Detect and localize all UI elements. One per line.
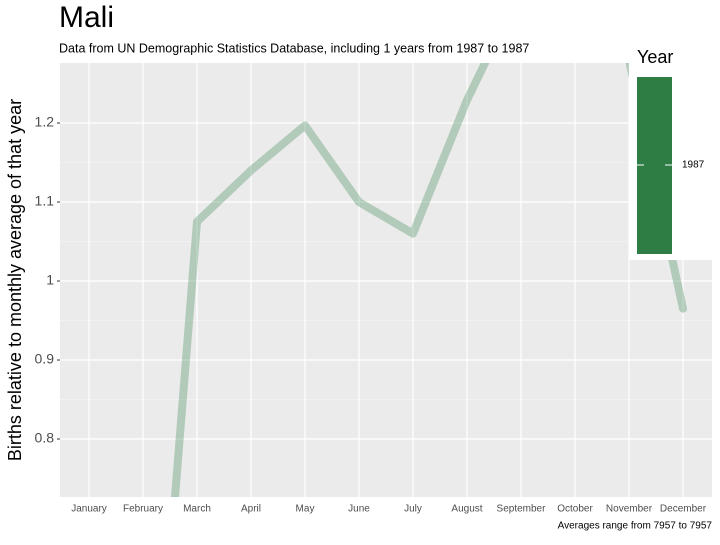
y-tick-label: 1.1 (35, 193, 55, 209)
x-tick-label: August (451, 504, 482, 515)
x-tick-label: June (348, 504, 370, 515)
x-tick-label: December (660, 504, 707, 515)
series-line (170, 63, 687, 497)
y-tick-label: 0.9 (35, 351, 55, 367)
legend-title: Year (637, 47, 673, 67)
plot-area (170, 63, 687, 497)
y-tick-label: 1 (46, 272, 54, 288)
y-tick-label: 1.2 (35, 114, 55, 130)
caption: Averages range from 7957 to 7957 (558, 521, 713, 532)
x-tick-label: January (71, 504, 107, 515)
y-axis-label: Births relative to monthly average of th… (5, 99, 25, 461)
y-tick-label: 0.8 (35, 430, 55, 446)
x-tick-label: September (497, 504, 547, 515)
panel (60, 63, 712, 497)
x-tick-label: February (123, 504, 163, 515)
x-tick-label: October (557, 504, 593, 515)
grid (60, 63, 712, 497)
x-tick-label: July (404, 504, 422, 515)
x-tick-label: March (183, 504, 211, 515)
chart-subtitle: Data from UN Demographic Statistics Data… (59, 41, 529, 55)
x-tick-label: May (296, 504, 315, 515)
legend-label: 1987 (682, 160, 705, 171)
legend: Year 1987 (629, 44, 712, 260)
x-tick-label: November (606, 504, 653, 515)
chart-title: Mali (59, 1, 114, 34)
x-tick-label: April (241, 504, 261, 515)
